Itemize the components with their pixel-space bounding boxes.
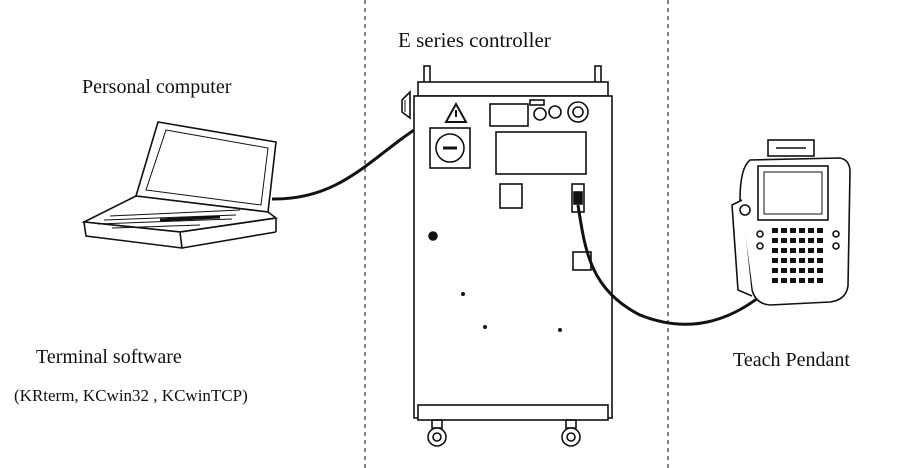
terminal-software-list: (KRterm, KCwin32 , KCwinTCP)	[14, 386, 248, 405]
pendant-label: Teach Pendant	[733, 349, 850, 371]
pc-label: Personal computer	[82, 76, 232, 98]
terminal-software-label: Terminal software	[36, 346, 182, 368]
controller-cabinet-icon	[401, 65, 613, 447]
controller-label: E series controller	[398, 28, 551, 52]
laptop-icon	[81, 121, 279, 249]
cable-controller-pendant	[576, 204, 763, 326]
teach-pendant-icon	[731, 139, 851, 306]
